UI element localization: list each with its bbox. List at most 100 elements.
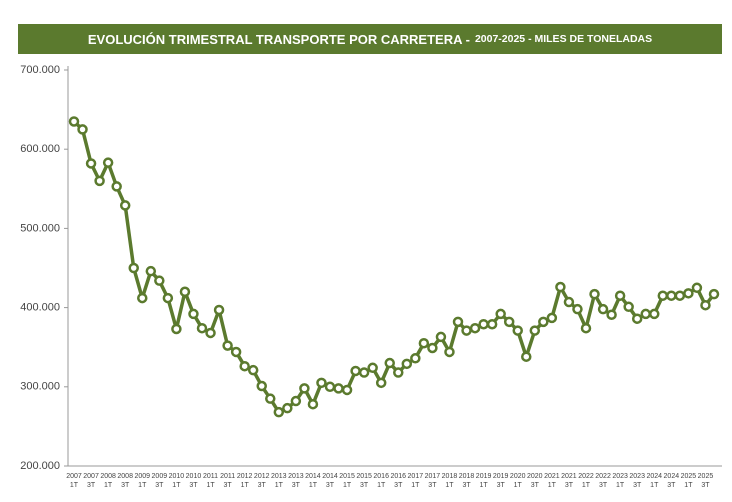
point xyxy=(461,325,472,336)
point xyxy=(631,313,643,324)
x-tick-label: 2017 3T xyxy=(424,473,441,489)
y-tick-label: 200.000 xyxy=(20,460,60,472)
x-tick-label: 2015 3T xyxy=(356,473,372,489)
point xyxy=(333,383,344,394)
point xyxy=(469,322,481,334)
y-tick-label: 400.000 xyxy=(20,302,60,314)
point xyxy=(649,308,660,320)
y-tick-label: 500.000 xyxy=(20,222,60,234)
point xyxy=(427,342,438,354)
point xyxy=(657,290,669,301)
point xyxy=(614,290,626,301)
point xyxy=(94,175,105,187)
point xyxy=(154,275,165,286)
x-tick-label: 2011 1T xyxy=(203,473,219,489)
x-tick-label: 2009 3T xyxy=(151,473,168,489)
point xyxy=(444,346,455,358)
x-tick-label: 2008 1T xyxy=(100,473,116,489)
y-tick-label: 600.000 xyxy=(20,143,60,155)
point xyxy=(452,316,464,328)
point xyxy=(119,200,131,211)
x-tick-label: 2021 3T xyxy=(561,473,577,489)
chart-title: EVOLUCIÓN TRIMESTRAL TRANSPORTE POR CARR… xyxy=(87,31,470,47)
x-tick-label: 2025 1T xyxy=(680,473,697,489)
point xyxy=(486,318,498,330)
point xyxy=(299,383,310,394)
point xyxy=(691,282,703,294)
point xyxy=(367,362,378,374)
x-tick-label: 2024 3T xyxy=(663,473,680,489)
point xyxy=(196,322,208,334)
x-tick-label: 2019 1T xyxy=(475,473,492,489)
point xyxy=(205,327,216,339)
point xyxy=(623,301,634,313)
x-tick-label: 2021 1T xyxy=(544,473,560,489)
x-tick-label: 2009 1T xyxy=(134,473,151,489)
point xyxy=(273,406,285,418)
point xyxy=(572,303,583,315)
x-tick-label: 2022 3T xyxy=(595,473,611,489)
point xyxy=(606,309,617,320)
point xyxy=(137,292,148,304)
point xyxy=(666,290,677,301)
point xyxy=(538,316,549,328)
point xyxy=(384,357,395,369)
point xyxy=(128,262,139,274)
point xyxy=(111,181,122,192)
x-tick-label: 2022 1T xyxy=(578,473,594,489)
point xyxy=(708,288,720,300)
point xyxy=(521,351,532,362)
x-tick-label: 2023 1T xyxy=(612,473,628,489)
x-tick-label: 2007 1T xyxy=(66,473,82,489)
x-tick-label: 2010 1T xyxy=(168,473,185,489)
point xyxy=(580,322,592,334)
x-tick-label: 2018 1T xyxy=(441,473,458,489)
point xyxy=(290,395,302,407)
point xyxy=(512,325,523,336)
point xyxy=(213,304,225,316)
point xyxy=(265,393,276,404)
point xyxy=(503,316,515,328)
point xyxy=(435,331,447,343)
point xyxy=(358,367,370,378)
series-line xyxy=(72,120,716,414)
y-tick-label: 300.000 xyxy=(20,381,60,393)
y-tick-label: 700.000 xyxy=(20,64,60,76)
point xyxy=(324,381,336,393)
x-tick-label: 2025 3T xyxy=(697,473,714,489)
x-tick-label: 2010 3T xyxy=(185,473,202,489)
point xyxy=(529,325,541,336)
point xyxy=(410,353,421,364)
point xyxy=(85,158,97,169)
chart-subtitle: 2007-2025 - MILES DE TONELADAS xyxy=(474,33,653,45)
point xyxy=(341,384,353,396)
point xyxy=(77,124,88,135)
point xyxy=(222,340,233,351)
x-tick-label: 2012 3T xyxy=(253,473,270,489)
point xyxy=(350,365,361,377)
x-tick-label: 2020 3T xyxy=(527,473,543,489)
point xyxy=(316,377,327,389)
point xyxy=(188,308,199,320)
point xyxy=(375,377,387,389)
x-tick-label: 2007 3T xyxy=(83,473,99,489)
point xyxy=(597,303,609,315)
point xyxy=(307,398,319,410)
point xyxy=(683,288,694,299)
x-tick-label: 2008 3T xyxy=(117,473,133,489)
x-tick-label: 2019 3T xyxy=(492,473,509,489)
point xyxy=(162,292,174,304)
x-tick-label: 2016 1T xyxy=(373,473,389,489)
point xyxy=(68,116,80,127)
point xyxy=(418,337,430,349)
point xyxy=(674,290,686,301)
point xyxy=(700,299,711,311)
x-tick-label: 2014 3T xyxy=(322,473,338,489)
x-tick-label: 2020 1T xyxy=(509,473,526,489)
point xyxy=(589,288,600,300)
point xyxy=(401,358,413,370)
point xyxy=(563,296,575,308)
point xyxy=(478,318,489,330)
